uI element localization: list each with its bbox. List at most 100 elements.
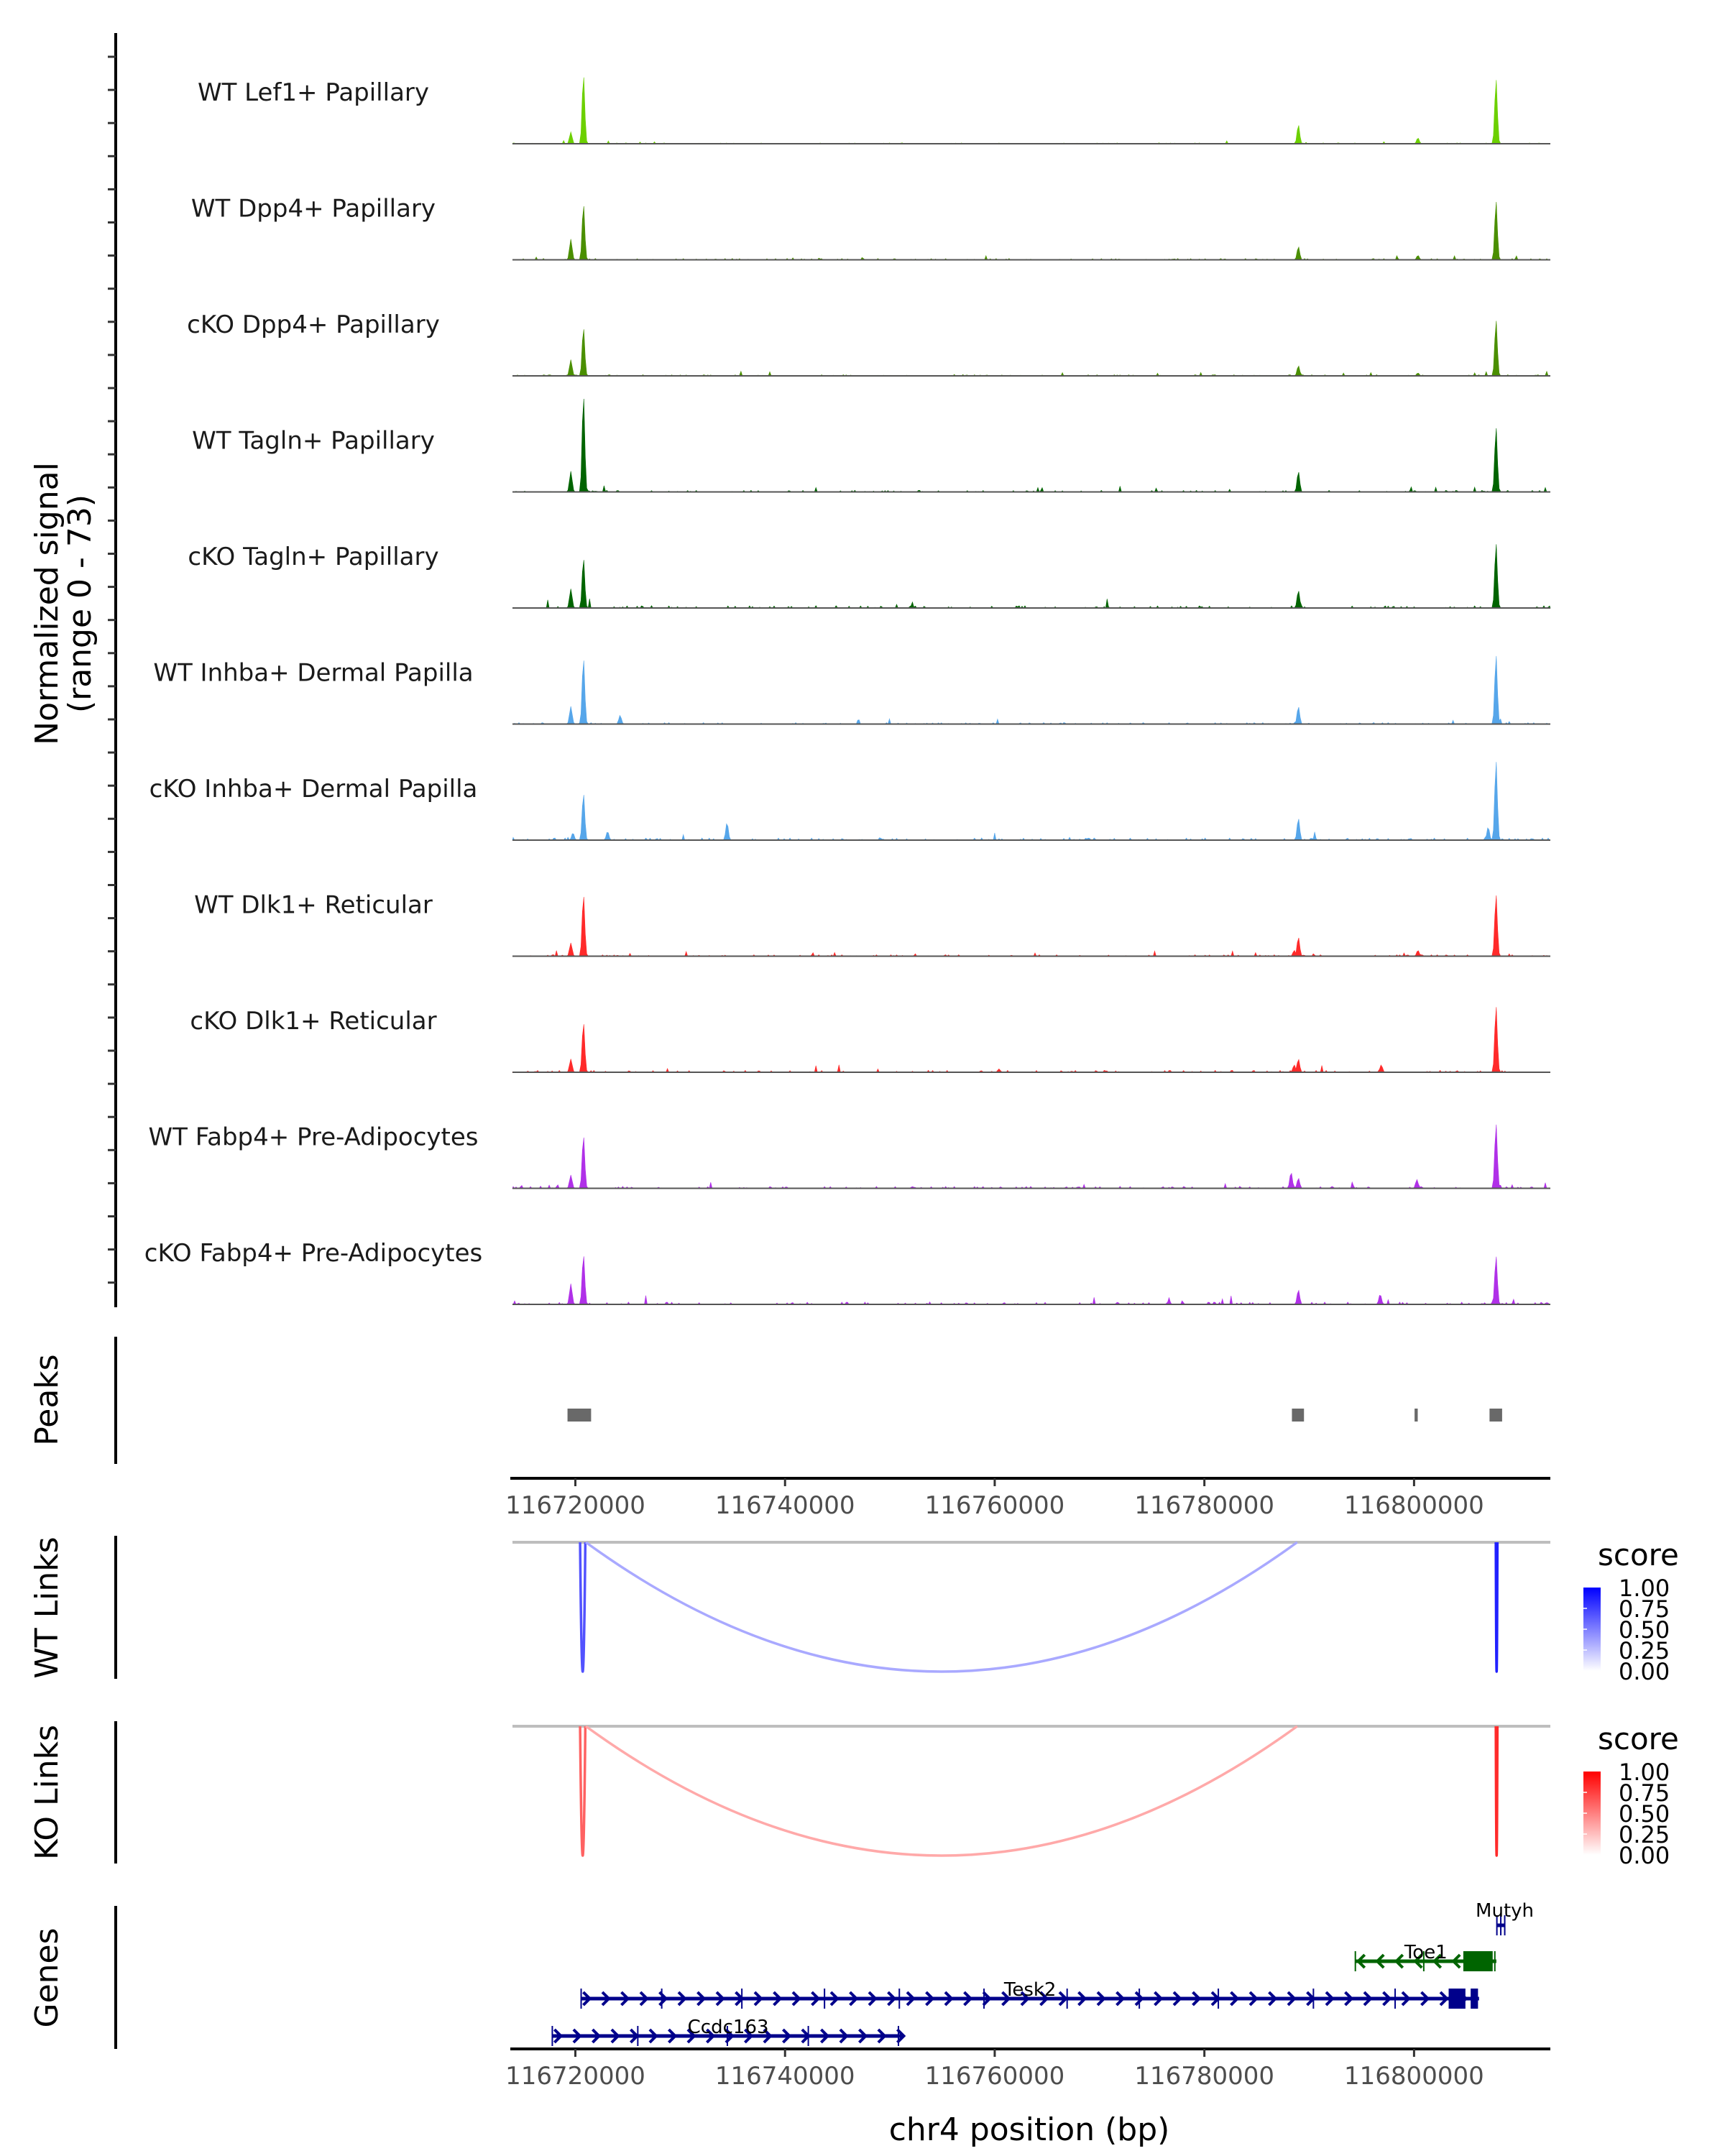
track-label: WT Tagln+ Papillary [192, 427, 435, 456]
peaks-track [114, 1337, 1502, 1464]
strand-arrow-icon [944, 1991, 954, 2007]
coverage-area [512, 895, 1550, 957]
coverage-area [512, 201, 1550, 260]
track-label: cKO Dpp4+ Papillary [187, 310, 440, 339]
strand-arrow-icon [1394, 1953, 1404, 1969]
link-arc [579, 1726, 587, 1857]
strand-arrow-icon [1058, 1991, 1068, 2007]
exon-block [1471, 1989, 1478, 2009]
strand-arrow-icon [696, 1991, 707, 2007]
strand-arrow-icon [829, 1991, 840, 2007]
strand-arrow-icon [610, 2028, 620, 2044]
strand-arrow-icon [849, 1991, 859, 2007]
strand-arrow-icon [763, 2028, 773, 2044]
gene-label: Mutyh [1476, 1900, 1534, 1922]
track-label: WT Dlk1+ Reticular [194, 891, 433, 920]
strand-arrow-icon [1077, 1991, 1087, 2007]
coverage-y-axis-title: Normalized signal [29, 462, 65, 745]
strand-arrow-icon [1230, 1991, 1240, 2007]
exon-block [1463, 1951, 1493, 1971]
strand-arrow-icon [1134, 1991, 1144, 2007]
coverage-area [512, 77, 1550, 144]
strand-arrow-icon [1420, 1991, 1430, 2007]
strand-arrow-icon [1268, 1991, 1278, 2007]
x-tick-label: 116780000 [1134, 1491, 1274, 1520]
coverage-tracks: WT Lef1+ Papillary WT Dpp4+ Papillary cKO … [144, 77, 1551, 1305]
legend-tick-label: 0.50 [1619, 1616, 1670, 1644]
coverage-area [512, 398, 1550, 493]
legend-title: score [1598, 1537, 1679, 1572]
track-label: WT Fabp4+ Pre-Adipocytes [149, 1123, 479, 1152]
strand-arrow-icon [1413, 1953, 1423, 1969]
strand-arrow-icon [1344, 1991, 1354, 2007]
strand-arrow-icon [820, 2028, 830, 2044]
peak-region [1414, 1409, 1418, 1422]
strand-arrow-icon [677, 1991, 687, 2007]
wt-links-track-title: WT Links [29, 1537, 65, 1678]
strand-arrow-icon [572, 2028, 582, 2044]
strand-arrow-icon [582, 1991, 592, 2007]
genes-track: Mutyh Toe1 Tesk2 Ccdc163 [114, 1900, 1534, 2049]
coverage-track: cKO Inhba+ Dermal Papilla [150, 762, 1550, 841]
strand-arrow-icon [1375, 1953, 1385, 1969]
strand-arrow-icon [1432, 1953, 1443, 1969]
strand-arrow-icon [639, 1991, 649, 2007]
legend-tick-label: 1.00 [1619, 1759, 1670, 1786]
peak-region [1292, 1409, 1305, 1422]
legend-tick-label: 0.75 [1619, 1779, 1670, 1807]
legend-title: score [1598, 1721, 1679, 1756]
track-label: WT Dpp4+ Papillary [191, 195, 436, 224]
x-tick-label: 116760000 [925, 2062, 1065, 2091]
coverage-area [512, 321, 1550, 377]
strand-arrow-icon [686, 2028, 696, 2044]
strand-arrow-icon [1363, 1991, 1373, 2007]
strand-arrow-icon [887, 1991, 897, 2007]
wt-score-legend: score 1.000.750.500.250.00 [1583, 1537, 1679, 1685]
strand-arrow-icon [715, 1991, 725, 2007]
peak-region [567, 1409, 592, 1422]
track-label: cKO Fabp4+ Pre-Adipocytes [144, 1239, 483, 1268]
strand-arrow-icon [648, 2028, 658, 2044]
strand-arrow-icon [1172, 1991, 1182, 2007]
coverage-y-axis [108, 33, 117, 1307]
gene-label: Tesk2 [1003, 1979, 1057, 2001]
strand-arrow-icon [868, 1991, 878, 2007]
strand-arrow-icon [753, 1991, 763, 2007]
coverage-y-axis-range: (range 0 - 73) [62, 494, 98, 713]
strand-arrow-icon [877, 2028, 887, 2044]
x-tick-label: 116800000 [1344, 1491, 1484, 1520]
x-axis-title: chr4 position (bp) [889, 2111, 1170, 2148]
track-label: cKO Inhba+ Dermal Papilla [150, 775, 478, 803]
strand-arrow-icon [1248, 1991, 1259, 2007]
ko-score-legend: score 1.000.750.500.250.00 [1583, 1721, 1679, 1869]
strand-arrow-icon [744, 2028, 754, 2044]
strand-arrow-icon [553, 2028, 564, 2044]
wt-links-track [114, 1536, 1550, 1679]
strand-arrow-icon [1116, 1991, 1126, 2007]
gene-mutyh: Mutyh [1476, 1900, 1534, 1935]
track-label: WT Lef1+ Papillary [198, 78, 429, 107]
score-legends: score1.000.750.500.250.00score1.000.750.… [1583, 1537, 1679, 1869]
strand-arrow-icon [1401, 1991, 1411, 2007]
coverage-track: cKO Dpp4+ Papillary [187, 310, 1550, 377]
strand-arrow-icon [1096, 1991, 1106, 2007]
gene-ccdc163: Ccdc163 [551, 2017, 906, 2046]
peak-region [1489, 1409, 1502, 1422]
strand-arrow-icon [982, 1991, 992, 2007]
strand-arrow-icon [782, 2028, 792, 2044]
link-arc [579, 1542, 587, 1673]
genes-track-title: Genes [29, 1927, 65, 2027]
strand-arrow-icon [1451, 1953, 1461, 1969]
x-tick-label: 116720000 [505, 1491, 645, 1520]
strand-arrow-icon [1356, 1953, 1366, 1969]
coverage-track: WT Dlk1+ Reticular [194, 891, 1550, 957]
link-arc [585, 1725, 1298, 1857]
legend-tick-label: 0.50 [1619, 1800, 1670, 1828]
strand-arrow-icon [858, 2028, 868, 2044]
coverage-area [512, 655, 1550, 725]
coverage-track: WT Lef1+ Papillary [198, 77, 1550, 144]
strand-arrow-icon [601, 1991, 611, 2007]
track-label: cKO Tagln+ Papillary [188, 543, 438, 571]
x-tick-label: 116760000 [925, 1491, 1065, 1520]
